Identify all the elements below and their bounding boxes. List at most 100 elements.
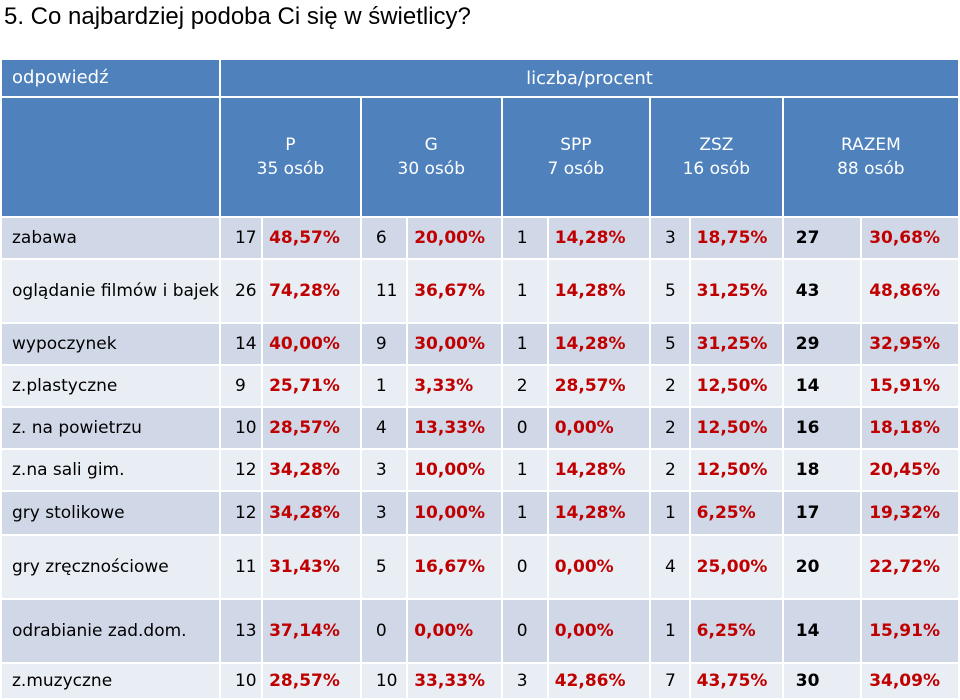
table-row: z.plastyczne 9 25,71% 1 3,33% 2 28,57% 2 12,50% 1… [0,364,960,408]
answer-label: gry stolikowe [0,490,221,536]
percent-cell: 34,28% [261,490,362,536]
count-cell: 6 [359,216,409,260]
table-row: z. na powietrzu 10 28,57% 4 13,33% 0 0,00% 2 12,… [0,406,960,450]
percent-cell: 12,50% [688,364,784,408]
count-cell: 26 [218,258,264,324]
answer-column-header: odpowiedź [0,58,221,98]
group-header-spp: SPP 7 osób [500,96,651,218]
percent-cell: 37,14% [261,598,362,664]
count-cell: 4 [359,406,409,450]
percent-cell: 15,91% [859,598,960,664]
count-cell: 1 [500,322,549,366]
group-header-zsz: ZSZ 16 osób [648,96,784,218]
answer-label: odrabianie zad.dom. [0,598,221,664]
percent-cell: 48,57% [261,216,362,260]
percent-cell: 14,28% [546,258,651,324]
percent-cell: 16,67% [406,534,503,600]
count-cell: 17 [218,216,264,260]
group-header-razem: RAZEM 88 osób [781,96,960,218]
count-cell: 3 [359,490,409,536]
count-cell: 29 [781,322,862,366]
table-row: wypoczynek 14 40,00% 9 30,00% 1 14,28% 5 31,25% 2… [0,322,960,366]
answer-label: oglądanie filmów i bajek [0,258,221,324]
percent-cell: 0,00% [546,534,651,600]
percent-cell: 31,25% [688,322,784,366]
count-cell: 2 [648,448,691,492]
percent-cell: 20,00% [406,216,503,260]
count-cell: 1 [648,598,691,664]
count-cell: 5 [648,322,691,366]
count-column-header: liczba/procent [218,58,960,98]
percent-cell: 18,75% [688,216,784,260]
answer-label: z.plastyczne [0,364,221,408]
percent-cell: 6,25% [688,490,784,536]
header-row: odpowiedź liczba/procent [0,58,960,98]
percent-cell: 36,67% [406,258,503,324]
percent-cell: 22,72% [859,534,960,600]
percent-cell: 28,57% [261,406,362,450]
count-cell: 20 [781,534,862,600]
count-cell: 11 [359,258,409,324]
count-cell: 3 [648,216,691,260]
table-row: odrabianie zad.dom. 13 37,14% 0 0,00% 0 0,00% 1… [0,598,960,664]
count-cell: 14 [781,598,862,664]
percent-cell: 19,32% [859,490,960,536]
table-row: gry zręcznościowe 11 31,43% 5 16,67% 0 0,00% 4 2… [0,534,960,600]
table-row: z.na sali gim. 12 34,28% 3 10,00% 1 14,28% 2 12,… [0,448,960,492]
count-cell: 43 [781,258,862,324]
table-row: gry stolikowe 12 34,28% 3 10,00% 1 14,28% 1 6,25… [0,490,960,536]
percent-cell: 31,25% [688,258,784,324]
percent-cell: 48,86% [859,258,960,324]
percent-cell: 34,28% [261,448,362,492]
survey-table: odpowiedź liczba/procent P 35 osób G 30 os… [0,58,960,700]
percent-cell: 12,50% [688,448,784,492]
count-cell: 27 [781,216,862,260]
count-cell: 11 [218,534,264,600]
percent-cell: 14,28% [546,322,651,366]
table-row: zabawa 17 48,57% 6 20,00% 1 14,28% 3 18,75% 27 30,… [0,216,960,260]
count-cell: 18 [781,448,862,492]
count-cell: 5 [359,534,409,600]
count-cell: 12 [218,490,264,536]
percent-cell: 14,28% [546,448,651,492]
group-header-row: P 35 osób G 30 osób SPP 7 osób ZSZ 16 osób R… [0,96,960,218]
count-cell: 16 [781,406,862,450]
percent-cell: 25,00% [688,534,784,600]
percent-cell: 0,00% [406,598,503,664]
answer-label: z.na sali gim. [0,448,221,492]
answer-label: zabawa [0,216,221,260]
percent-cell: 14,28% [546,216,651,260]
count-cell: 12 [218,448,264,492]
empty-header-cell [0,96,221,218]
table-row: oglądanie filmów i bajek 26 74,28% 11 36,67%… [0,258,960,324]
count-cell: 1 [500,258,549,324]
percent-cell: 30,00% [406,322,503,366]
percent-cell: 10,00% [406,448,503,492]
count-cell: 1 [359,364,409,408]
group-header-p: P 35 osób [218,96,362,218]
count-cell: 9 [218,364,264,408]
percent-cell: 32,95% [859,322,960,366]
count-cell: 1 [500,448,549,492]
count-cell: 13 [218,598,264,664]
percent-cell: 28,57% [546,364,651,408]
percent-cell: 31,43% [261,534,362,600]
count-cell: 1 [500,490,549,536]
percent-cell: 74,28% [261,258,362,324]
percent-cell: 30,68% [859,216,960,260]
count-cell: 1 [500,216,549,260]
count-cell: 4 [648,534,691,600]
page-title: 5. Co najbardziej podoba Ci się w świetl… [4,3,471,30]
count-cell: 2 [500,364,549,408]
percent-cell: 40,00% [261,322,362,366]
count-cell: 1 [648,490,691,536]
count-cell: 0 [359,598,409,664]
count-cell: 9 [359,322,409,366]
percent-cell: 18,18% [859,406,960,450]
percent-cell: 6,25% [688,598,784,664]
count-cell: 0 [500,598,549,664]
count-cell: 14 [781,364,862,408]
percent-cell: 0,00% [546,406,651,450]
group-header-g: G 30 osób [359,96,503,218]
percent-cell: 0,00% [546,598,651,664]
